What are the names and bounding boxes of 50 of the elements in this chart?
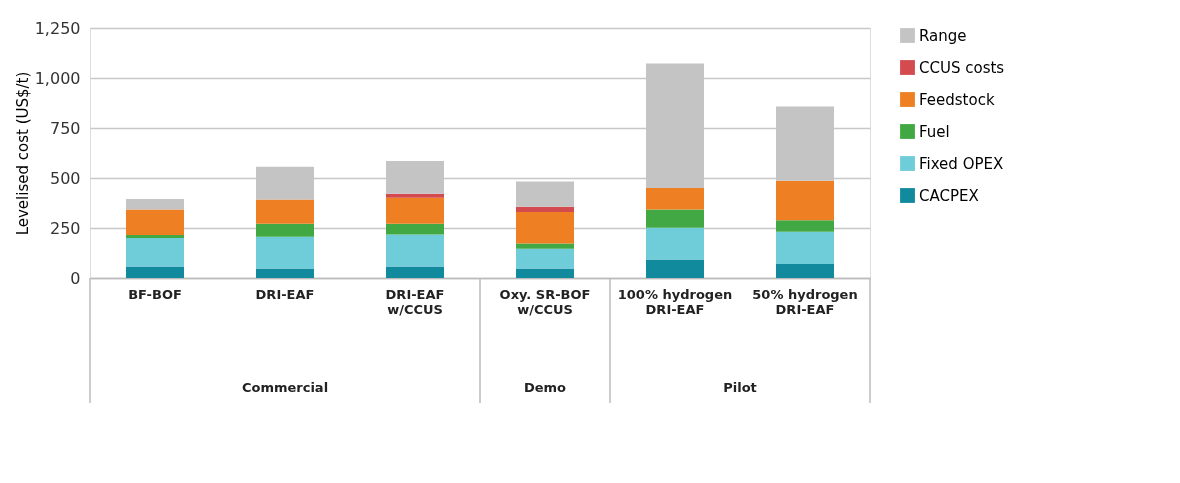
bar <box>126 199 184 210</box>
x-tick-label: Oxy. SR-BOF w/CCUS <box>499 286 591 317</box>
bar <box>776 220 834 232</box>
x-tick-label: BF-BOF <box>128 286 182 302</box>
bar <box>776 180 834 221</box>
bar <box>256 268 314 278</box>
bar <box>646 209 704 228</box>
bar <box>386 223 444 235</box>
bar <box>386 266 444 278</box>
bar <box>516 248 574 269</box>
bar <box>776 231 834 264</box>
legend-label: Fuel <box>919 122 950 141</box>
text: Demo <box>523 380 567 395</box>
bar <box>516 206 574 212</box>
bar <box>126 209 184 235</box>
bar <box>646 259 704 278</box>
bar <box>646 227 704 260</box>
x-tick-label: 50% hydrogen DRI-EAF <box>752 286 858 317</box>
legend-label: Fixed OPEX <box>919 154 1004 173</box>
text: Pilot <box>723 380 757 395</box>
y-tick-label: 250 <box>49 218 81 238</box>
y-axis-title: Levelised cost (US$/t) <box>13 71 32 236</box>
y-tick-label: 750 <box>49 118 81 138</box>
y-tick-label: 500 <box>49 168 81 188</box>
bar <box>516 268 574 278</box>
bar <box>126 238 184 267</box>
legend-label: Range <box>919 26 967 45</box>
bar <box>386 193 444 198</box>
y-tick-label: 0 <box>70 268 81 288</box>
y-tick-label: 1,250 <box>34 18 81 38</box>
bar <box>256 223 314 237</box>
bar <box>256 199 314 224</box>
bar <box>776 264 834 278</box>
bar <box>516 243 574 249</box>
x-tick-label: 100% hydrogen DRI-EAF <box>617 286 733 317</box>
bar <box>646 188 704 210</box>
legend-label: Feedstock <box>919 90 995 109</box>
bar <box>516 181 574 207</box>
legend-label: CCUS costs <box>919 58 1005 77</box>
bar <box>126 235 184 238</box>
legend-label: CACPEX <box>919 186 979 205</box>
bar <box>386 234 444 267</box>
text: Commercial <box>241 380 329 395</box>
bar <box>126 266 184 278</box>
bar <box>386 197 444 224</box>
x-tick-label: DRI-EAF <box>255 286 315 302</box>
bar <box>516 212 574 244</box>
y-tick-label: 1,000 <box>34 68 81 88</box>
bar <box>256 236 314 269</box>
x-tick-label: DRI-EAF w/CCUS <box>385 286 445 317</box>
